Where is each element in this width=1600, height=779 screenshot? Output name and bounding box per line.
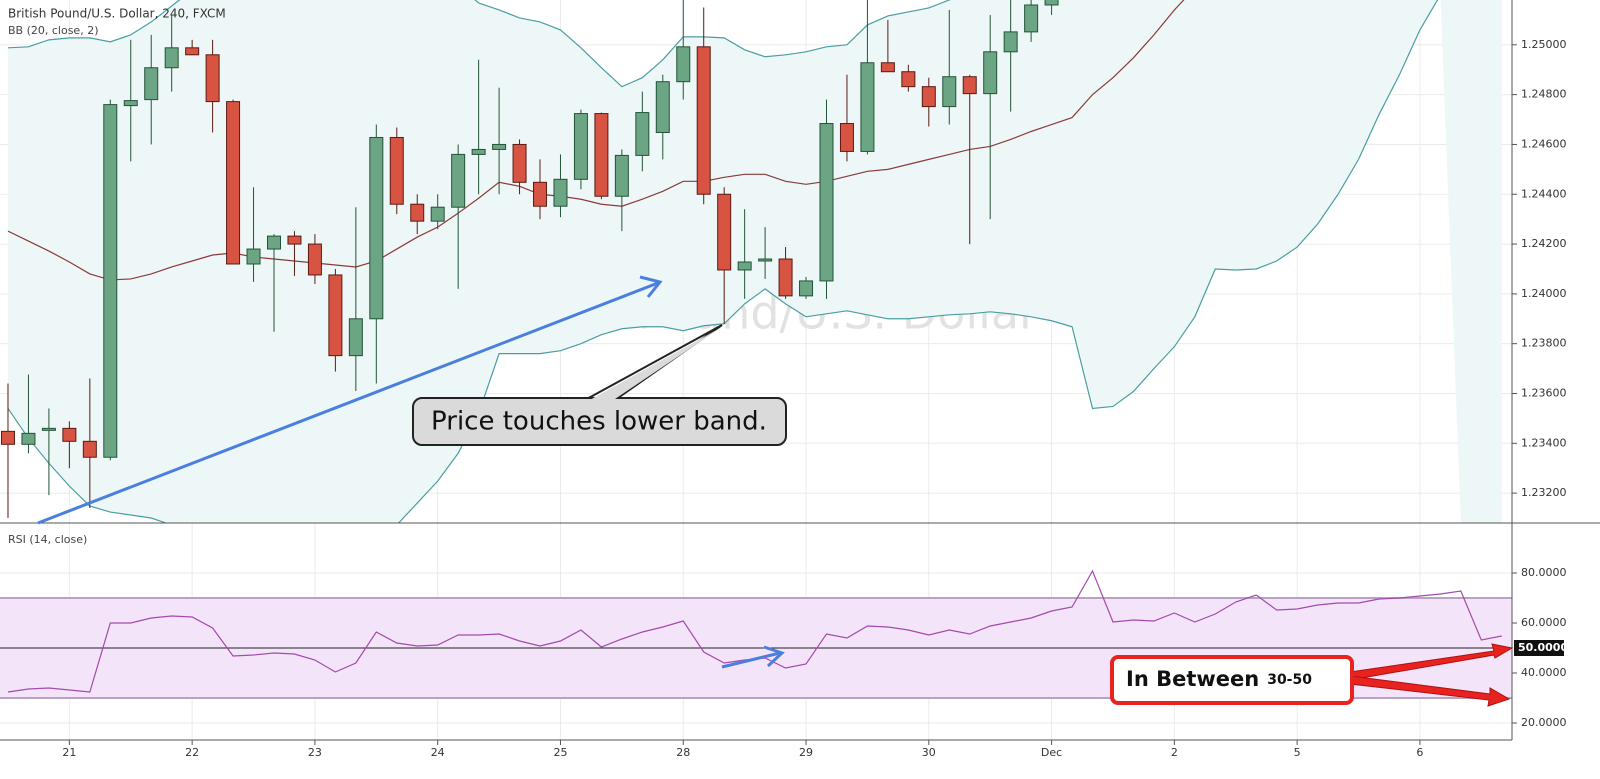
candle-body — [717, 193, 732, 271]
y-tick-label: 1.24600 — [1521, 137, 1567, 150]
y-tick-label: 1.24800 — [1521, 88, 1567, 101]
y-tick-label: 1.24000 — [1521, 287, 1567, 300]
bb-middle — [7, 0, 1185, 281]
candle-body — [1044, 0, 1059, 6]
bb-upper — [7, 0, 951, 88]
x-tick-label: 6 — [1416, 746, 1423, 759]
candle-body — [430, 206, 445, 222]
y-tick-label: 1.23800 — [1521, 337, 1567, 350]
reference-label: 50.0000 — [1518, 641, 1568, 654]
candle-body — [492, 143, 507, 150]
candle-body — [164, 47, 179, 69]
candle-body — [471, 148, 486, 155]
y-tick-label: 1.23400 — [1521, 436, 1567, 449]
callout: Price touches lower band. — [412, 324, 787, 446]
y-tick-label: 1.24400 — [1521, 187, 1567, 200]
candle-body — [21, 432, 36, 445]
y-tick-label: 80.0000 — [1521, 566, 1567, 579]
candle-body — [512, 143, 527, 183]
candle-body — [226, 101, 241, 265]
rsi-arrow — [721, 645, 785, 669]
candle-body — [1024, 4, 1039, 33]
y-tick-label: 20.0000 — [1521, 716, 1567, 729]
candle-body — [0, 430, 15, 445]
annotation-main: In Between — [1126, 667, 1259, 691]
candle-body — [655, 81, 670, 133]
y-tick-label: 1.25000 — [1521, 38, 1567, 51]
x-tick-label: 23 — [308, 746, 322, 759]
annotation-text: In Between 30-50 — [1126, 667, 1312, 691]
candle-body — [962, 76, 977, 95]
reference-label-box — [1514, 640, 1564, 656]
candle-body — [778, 258, 793, 297]
annotation-note: 30-50 — [1267, 672, 1312, 688]
candle-body — [185, 47, 200, 56]
candle-body — [635, 112, 650, 156]
rsi-title: RSI (14, close) — [8, 533, 87, 546]
candle-body — [758, 258, 773, 262]
candle-body — [246, 248, 261, 265]
candle-body — [737, 261, 752, 271]
indicator-title: BB (20, close, 2) — [8, 24, 99, 37]
candle-body — [614, 154, 629, 197]
candle-body — [983, 51, 998, 95]
candle-body — [1003, 31, 1018, 53]
y-tick-label: 1.24200 — [1521, 237, 1567, 250]
price-panel — [0, 0, 1502, 523]
y-tick-label: 1.23600 — [1521, 386, 1567, 399]
candle-body — [533, 181, 548, 207]
candle-body — [799, 280, 814, 297]
candle-body — [328, 274, 343, 357]
band-fill — [7, 0, 1502, 523]
candle-body — [307, 243, 322, 276]
candle-body — [62, 427, 77, 442]
candle-body — [839, 123, 854, 152]
candle-body — [123, 100, 138, 107]
candle-body — [369, 136, 384, 320]
x-tick-label: 2 — [1171, 746, 1178, 759]
y-tick-label: 60.0000 — [1521, 616, 1567, 629]
y-tick-label: 40.0000 — [1521, 666, 1567, 679]
callout-text: Price touches lower band. — [431, 407, 767, 437]
y-tick-label: 1.23200 — [1521, 486, 1567, 499]
candle-body — [82, 440, 97, 458]
candle-body — [451, 153, 466, 208]
x-tick-label: Dec — [1041, 746, 1062, 759]
x-tick-label: 25 — [553, 746, 567, 759]
candle-body — [676, 46, 691, 83]
x-tick-label: 29 — [799, 746, 813, 759]
axes: 1.23200 1.23400 1.23600 1.23800 1.24000 1.242… — [62, 38, 1568, 759]
candle-body — [880, 62, 895, 73]
candle-body — [594, 113, 609, 197]
red-arrows: In Between 30-50 — [1110, 643, 1514, 707]
candle-body — [819, 123, 834, 282]
candle-body — [696, 46, 711, 195]
candle-body — [287, 235, 302, 245]
x-tick-label: 22 — [185, 746, 199, 759]
candle-body — [266, 235, 281, 250]
candle-body — [901, 71, 916, 88]
candle-body — [942, 76, 957, 108]
x-tick-label: 30 — [922, 746, 936, 759]
candle-body — [553, 178, 568, 207]
x-tick-label: 21 — [62, 746, 76, 759]
x-tick-label: 28 — [676, 746, 690, 759]
candle-body — [144, 67, 159, 101]
candle-body — [41, 427, 56, 431]
x-tick-label: 24 — [431, 746, 445, 759]
trend-arrow — [37, 275, 663, 525]
candle-body — [389, 136, 404, 205]
candle-body — [410, 203, 425, 222]
candle-body — [860, 62, 875, 152]
candle-body — [921, 86, 936, 108]
chart-title: British Pound/U.S. Dollar, 240, FXCM — [8, 7, 226, 21]
x-tick-label: 5 — [1294, 746, 1301, 759]
candle-body — [103, 104, 118, 458]
candle-body — [573, 113, 588, 180]
candle-body — [348, 318, 363, 357]
candle-body — [205, 54, 220, 103]
